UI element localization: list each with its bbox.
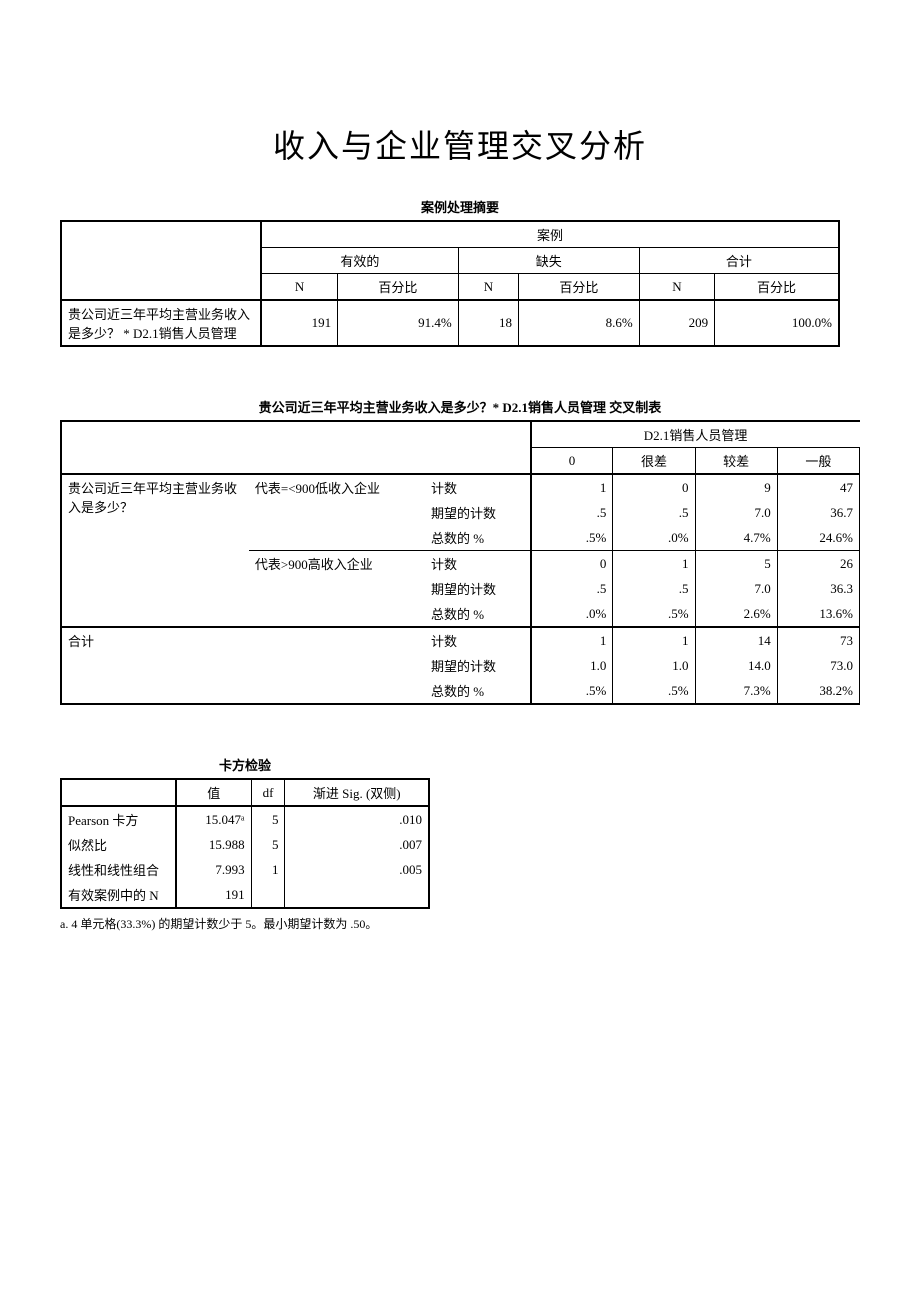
- data-cell: [285, 882, 429, 908]
- data-cell: .5%: [531, 525, 613, 551]
- data-cell: .0%: [531, 601, 613, 627]
- col-header: 较差: [695, 448, 777, 475]
- col-header: 很差: [613, 448, 695, 475]
- data-cell: 47: [777, 474, 859, 500]
- row-label: 贵公司近三年平均主营业务收入是多少？ * D2.1销售人员管理: [61, 300, 261, 346]
- data-cell: .5%: [531, 678, 613, 704]
- data-cell: 191: [176, 882, 251, 908]
- data-cell: 36.7: [777, 500, 859, 525]
- valid-header: 有效的: [261, 248, 458, 274]
- table2-title: 贵公司近三年平均主营业务收入是多少？* D2.1销售人员管理 交叉制表: [60, 397, 860, 416]
- data-cell: 73.0: [777, 653, 859, 678]
- data-cell: 9: [695, 474, 777, 500]
- d21-header: D2.1销售人员管理: [531, 421, 860, 448]
- data-cell: 7.993: [176, 857, 251, 882]
- pct-header: 百分比: [338, 274, 459, 301]
- data-cell: 5: [251, 832, 285, 857]
- data-cell: 1: [613, 627, 695, 653]
- n-header: N: [639, 274, 714, 301]
- table3-title: 卡方检验: [60, 755, 430, 774]
- data-cell: 0: [613, 474, 695, 500]
- row-label: Pearson 卡方: [61, 806, 176, 832]
- data-cell: 1: [613, 551, 695, 577]
- pct-header: 百分比: [519, 274, 640, 301]
- data-cell: .5: [613, 500, 695, 525]
- n-header: N: [261, 274, 338, 301]
- data-cell: 1.0: [531, 653, 613, 678]
- data-cell: 1: [531, 627, 613, 653]
- data-cell: 24.6%: [777, 525, 859, 551]
- group-label: 代表=<900低收入企业: [249, 474, 425, 551]
- data-cell: 7.0: [695, 500, 777, 525]
- stat-label: 计数: [425, 627, 531, 653]
- data-cell: .005: [285, 857, 429, 882]
- data-cell: 15.988: [176, 832, 251, 857]
- data-cell: .5%: [613, 601, 695, 627]
- data-cell: 15.047ᵃ: [176, 806, 251, 832]
- row-label: 似然比: [61, 832, 176, 857]
- data-cell: 8.6%: [519, 300, 640, 346]
- stat-label: 期望的计数: [425, 500, 531, 525]
- cases-header: 案例: [261, 221, 839, 248]
- data-cell: 14: [695, 627, 777, 653]
- stat-label: 总数的 %: [425, 601, 531, 627]
- data-cell: .5: [613, 576, 695, 601]
- data-cell: 13.6%: [777, 601, 859, 627]
- data-cell: 7.3%: [695, 678, 777, 704]
- data-cell: .007: [285, 832, 429, 857]
- col-header: 渐进 Sig. (双侧): [285, 779, 429, 806]
- data-cell: 191: [261, 300, 338, 346]
- data-cell: 0: [531, 551, 613, 577]
- data-cell: [251, 882, 285, 908]
- data-cell: 1: [251, 857, 285, 882]
- row-label: 有效案例中的 N: [61, 882, 176, 908]
- row-label: 线性和线性组合: [61, 857, 176, 882]
- data-cell: 5: [251, 806, 285, 832]
- data-cell: .0%: [613, 525, 695, 551]
- group-label: 代表>900高收入企业: [249, 551, 425, 628]
- data-cell: 38.2%: [777, 678, 859, 704]
- col-header: 一般: [777, 448, 859, 475]
- total-label: 合计: [61, 627, 425, 704]
- data-cell: 7.0: [695, 576, 777, 601]
- data-cell: .5: [531, 576, 613, 601]
- n-header: N: [458, 274, 518, 301]
- data-cell: 73: [777, 627, 859, 653]
- data-cell: 1.0: [613, 653, 695, 678]
- stat-label: 期望的计数: [425, 653, 531, 678]
- data-cell: 209: [639, 300, 714, 346]
- data-cell: 100.0%: [715, 300, 839, 346]
- col-header: df: [251, 779, 285, 806]
- data-cell: 4.7%: [695, 525, 777, 551]
- chi-square-table: 值 df 渐进 Sig. (双侧) Pearson 卡方 15.047ᵃ 5 .…: [60, 778, 430, 909]
- stat-label: 计数: [425, 551, 531, 577]
- data-cell: 14.0: [695, 653, 777, 678]
- stat-label: 总数的 %: [425, 525, 531, 551]
- data-cell: 36.3: [777, 576, 859, 601]
- data-cell: .010: [285, 806, 429, 832]
- chi-square-footnote: a. 4 单元格(33.3%) 的期望计数少于 5。最小期望计数为 .50。: [60, 915, 860, 932]
- stat-label: 总数的 %: [425, 678, 531, 704]
- data-cell: 18: [458, 300, 518, 346]
- col-header: 值: [176, 779, 251, 806]
- data-cell: .5%: [613, 678, 695, 704]
- crosstab-table: D2.1销售人员管理 0 很差 较差 一般 贵公司近三年平均主营业务收入是多少？…: [60, 420, 860, 705]
- page-title: 收入与企业管理交叉分析: [60, 121, 860, 167]
- data-cell: 26: [777, 551, 859, 577]
- col-header: 0: [531, 448, 613, 475]
- missing-header: 缺失: [458, 248, 639, 274]
- stat-label: 计数: [425, 474, 531, 500]
- pct-header: 百分比: [715, 274, 839, 301]
- table1-title: 案例处理摘要: [60, 197, 860, 216]
- data-cell: 5: [695, 551, 777, 577]
- stat-label: 期望的计数: [425, 576, 531, 601]
- data-cell: 2.6%: [695, 601, 777, 627]
- case-summary-table: 案例 有效的 缺失 合计 N 百分比 N 百分比 N 百分比 贵公司近三年平均主…: [60, 220, 840, 347]
- data-cell: 91.4%: [338, 300, 459, 346]
- total-header: 合计: [639, 248, 839, 274]
- data-cell: .5: [531, 500, 613, 525]
- data-cell: 1: [531, 474, 613, 500]
- question-label: 贵公司近三年平均主营业务收入是多少？: [61, 474, 249, 627]
